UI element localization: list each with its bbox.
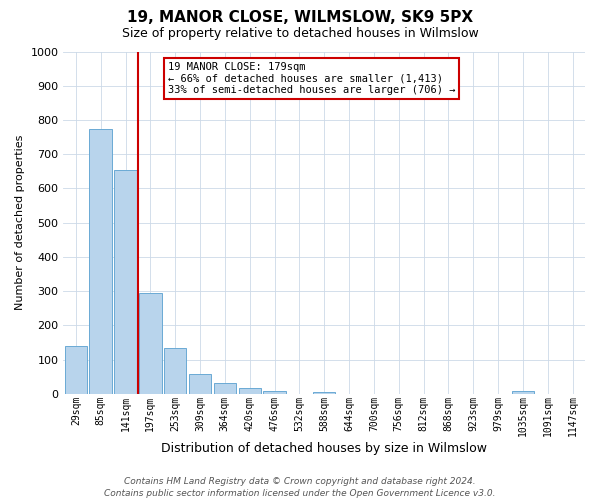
X-axis label: Distribution of detached houses by size in Wilmslow: Distribution of detached houses by size …: [161, 442, 487, 455]
Y-axis label: Number of detached properties: Number of detached properties: [15, 135, 25, 310]
Bar: [512, 390, 534, 394]
Bar: [189, 374, 211, 394]
Bar: [164, 348, 187, 394]
Text: 19, MANOR CLOSE, WILMSLOW, SK9 5PX: 19, MANOR CLOSE, WILMSLOW, SK9 5PX: [127, 10, 473, 25]
Bar: [239, 388, 261, 394]
Bar: [214, 383, 236, 394]
Text: Contains HM Land Registry data © Crown copyright and database right 2024.
Contai: Contains HM Land Registry data © Crown c…: [104, 476, 496, 498]
Bar: [139, 293, 161, 394]
Bar: [313, 392, 335, 394]
Bar: [65, 346, 87, 394]
Bar: [89, 128, 112, 394]
Bar: [263, 391, 286, 394]
Text: 19 MANOR CLOSE: 179sqm
← 66% of detached houses are smaller (1,413)
33% of semi-: 19 MANOR CLOSE: 179sqm ← 66% of detached…: [168, 62, 455, 95]
Text: Size of property relative to detached houses in Wilmslow: Size of property relative to detached ho…: [122, 28, 478, 40]
Bar: [115, 170, 137, 394]
